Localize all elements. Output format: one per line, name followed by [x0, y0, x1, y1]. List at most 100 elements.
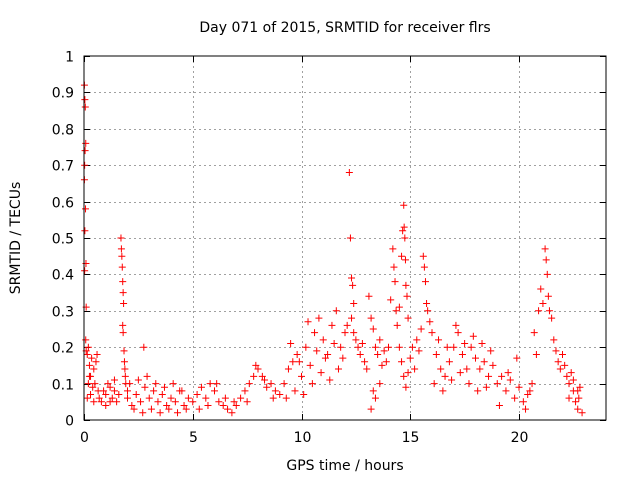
data-point: [141, 383, 149, 391]
data-point: [482, 383, 490, 391]
data-point: [82, 336, 90, 344]
data-point: [539, 300, 547, 308]
data-point: [215, 398, 223, 406]
data-point: [304, 318, 312, 326]
data-point: [480, 358, 488, 366]
data-point: [448, 376, 456, 384]
data-point: [271, 387, 279, 395]
data-point: [115, 391, 123, 399]
data-point: [90, 398, 98, 406]
data-point: [487, 347, 495, 355]
data-point: [117, 234, 125, 242]
data-point: [528, 380, 536, 388]
data-point: [102, 401, 110, 409]
data-point: [439, 387, 447, 395]
data-point: [398, 358, 406, 366]
data-point: [395, 303, 403, 311]
data-point: [90, 365, 98, 373]
data-point: [87, 391, 95, 399]
data-point: [81, 227, 89, 235]
data-point: [150, 387, 158, 395]
y-tick-label: 0.9: [52, 86, 74, 102]
data-point: [574, 405, 582, 413]
data-point: [124, 387, 131, 395]
data-point: [515, 383, 523, 391]
data-point: [174, 409, 182, 417]
data-point: [206, 380, 214, 388]
data-point: [324, 350, 332, 358]
data-point: [443, 343, 451, 351]
data-point: [495, 401, 503, 409]
data-point: [537, 285, 545, 293]
data-point: [423, 300, 431, 308]
x-axis-label: GPS time / hours: [286, 458, 403, 474]
data-point: [160, 383, 168, 391]
data-point: [315, 314, 323, 322]
data-point: [544, 292, 552, 300]
data-point: [326, 376, 334, 384]
data-point: [401, 256, 409, 264]
data-point: [341, 329, 349, 337]
data-point: [287, 340, 295, 348]
data-point: [389, 245, 397, 253]
data-point: [399, 227, 407, 235]
data-point: [121, 372, 129, 380]
data-point: [365, 292, 373, 300]
data-point: [445, 358, 453, 366]
data-point: [421, 278, 429, 286]
y-tick-label: 0.4: [52, 268, 74, 284]
data-point: [230, 398, 238, 406]
data-point: [371, 394, 379, 402]
data-point: [180, 401, 188, 409]
data-point: [363, 365, 371, 373]
data-point: [513, 354, 521, 362]
data-point: [478, 340, 486, 348]
data-point: [83, 394, 91, 402]
data-point: [401, 234, 409, 242]
data-point: [461, 340, 469, 348]
data-point: [85, 372, 93, 380]
data-point: [85, 361, 93, 369]
data-point: [308, 380, 316, 388]
data-point: [367, 314, 375, 322]
data-point: [134, 376, 142, 384]
data-point: [81, 96, 89, 104]
data-point: [332, 307, 340, 315]
data-point: [402, 383, 410, 391]
data-point: [567, 369, 575, 377]
data-point: [184, 394, 192, 402]
data-point: [485, 372, 493, 380]
data-point: [169, 380, 177, 388]
data-point: [100, 387, 108, 395]
data-point: [228, 409, 236, 417]
data-point: [241, 387, 249, 395]
data-point: [137, 398, 145, 406]
data-point: [524, 391, 532, 399]
data-point: [189, 398, 197, 406]
data-point: [118, 263, 126, 271]
data-point: [284, 365, 292, 373]
data-point: [454, 329, 462, 337]
data-point: [204, 401, 212, 409]
data-point: [469, 332, 477, 340]
data-point: [282, 394, 290, 402]
data-point: [120, 358, 128, 366]
data-point: [565, 380, 573, 388]
data-point: [330, 340, 338, 348]
data-point: [402, 281, 410, 289]
data-points: [80, 81, 586, 417]
data-point: [545, 307, 553, 315]
data-point: [106, 398, 114, 406]
data-point: [337, 343, 345, 351]
data-point: [126, 380, 134, 388]
data-point: [202, 394, 210, 402]
data-point: [237, 394, 245, 402]
data-point: [456, 369, 464, 377]
data-point: [81, 147, 89, 155]
data-point: [106, 383, 114, 391]
data-point: [441, 372, 449, 380]
data-point: [532, 350, 540, 358]
data-point: [221, 394, 229, 402]
data-point: [97, 398, 105, 406]
y-tick-label: 0: [65, 414, 74, 430]
